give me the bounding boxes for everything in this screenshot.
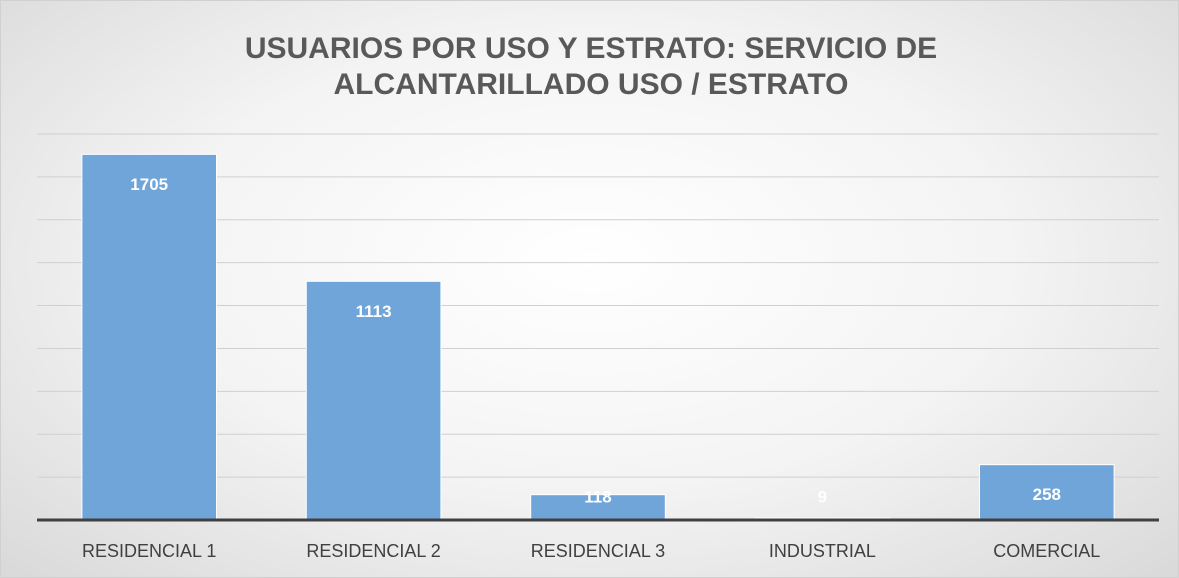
- bar: [530, 494, 666, 521]
- x-tick-label: RESIDENCIAL 1: [82, 541, 216, 561]
- bar: [305, 280, 442, 521]
- data-label: 118: [584, 487, 611, 506]
- chart-title: USUARIOS POR USO Y ESTRATO: SERVICIO DE …: [244, 32, 938, 101]
- x-tick-label: RESIDENCIAL 3: [531, 541, 665, 561]
- data-label: 1705: [130, 175, 168, 194]
- x-tick-label: RESIDENCIAL 2: [306, 541, 440, 561]
- x-tick-label: COMERCIAL: [993, 541, 1100, 561]
- bar: [978, 464, 1115, 521]
- bar: [81, 153, 218, 521]
- data-label: 258: [1033, 485, 1061, 504]
- data-label: 9: [818, 487, 827, 506]
- data-label: 1113: [356, 302, 392, 321]
- x-tick-label: INDUSTRIAL: [769, 541, 876, 561]
